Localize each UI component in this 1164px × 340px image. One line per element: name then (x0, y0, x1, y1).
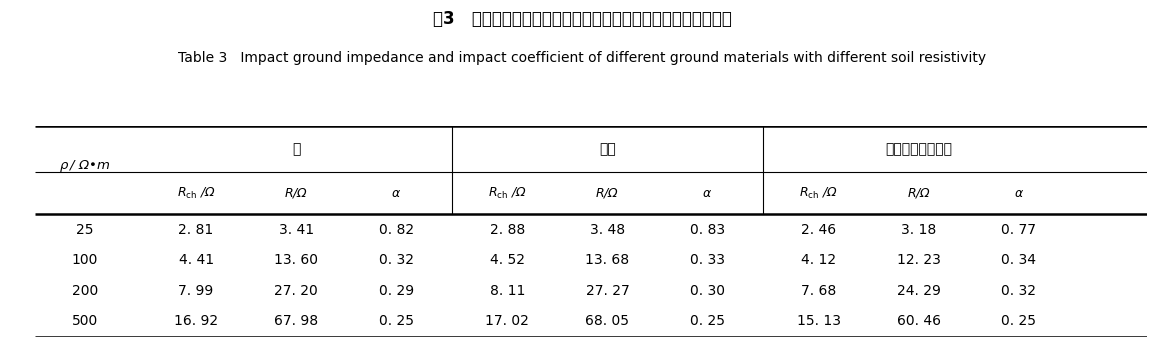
Text: 0. 32: 0. 32 (378, 253, 413, 267)
Text: 表3   不同土壤电阻率下不同接地材料的冲击接地阻抗及冲击系数: 表3 不同土壤电阻率下不同接地材料的冲击接地阻抗及冲击系数 (433, 10, 731, 28)
Text: 27. 27: 27. 27 (585, 284, 630, 298)
Text: 100: 100 (72, 253, 98, 267)
Text: 3. 48: 3. 48 (590, 223, 625, 237)
Text: 0. 83: 0. 83 (690, 223, 725, 237)
Text: 0. 25: 0. 25 (1001, 314, 1036, 328)
Text: $\alpha$: $\alpha$ (1014, 187, 1023, 200)
Text: 16. 92: 16. 92 (175, 314, 218, 328)
Text: 12. 23: 12. 23 (896, 253, 941, 267)
Text: $R$/Ω: $R$/Ω (907, 186, 931, 200)
Text: 8. 11: 8. 11 (490, 284, 525, 298)
Text: 15. 13: 15. 13 (796, 314, 840, 328)
Text: Table 3   Impact ground impedance and impact coefficient of different ground mat: Table 3 Impact ground impedance and impa… (178, 51, 986, 65)
Text: $\alpha$: $\alpha$ (391, 187, 402, 200)
Text: 4. 52: 4. 52 (490, 253, 525, 267)
Text: 13. 68: 13. 68 (585, 253, 630, 267)
Text: 7. 68: 7. 68 (801, 284, 836, 298)
Text: 25: 25 (76, 223, 93, 237)
Text: 67. 98: 67. 98 (274, 314, 318, 328)
Text: 27. 20: 27. 20 (275, 284, 318, 298)
Text: $R_{\rm ch}$ /Ω: $R_{\rm ch}$ /Ω (800, 186, 838, 201)
Text: 2. 88: 2. 88 (490, 223, 525, 237)
Text: 0. 34: 0. 34 (1001, 253, 1036, 267)
Text: 24. 29: 24. 29 (896, 284, 941, 298)
Text: $R$/Ω: $R$/Ω (595, 186, 619, 200)
Text: 4. 41: 4. 41 (178, 253, 214, 267)
Text: 铜: 铜 (292, 142, 300, 156)
Text: 0. 25: 0. 25 (378, 314, 413, 328)
Text: 圆钢: 圆钢 (599, 142, 616, 156)
Text: 0. 32: 0. 32 (1001, 284, 1036, 298)
Text: $R_{\rm ch}$ /Ω: $R_{\rm ch}$ /Ω (488, 186, 527, 201)
Text: 17. 02: 17. 02 (485, 314, 530, 328)
Text: 13. 60: 13. 60 (275, 253, 318, 267)
Text: 4. 12: 4. 12 (801, 253, 836, 267)
Text: 500: 500 (72, 314, 98, 328)
Text: 3. 41: 3. 41 (278, 223, 314, 237)
Text: 石墨复合接地材料: 石墨复合接地材料 (885, 142, 952, 156)
Text: 60. 46: 60. 46 (896, 314, 941, 328)
Text: $R$/Ω: $R$/Ω (284, 186, 308, 200)
Text: 0. 25: 0. 25 (690, 314, 725, 328)
Text: 0. 29: 0. 29 (378, 284, 413, 298)
Text: 0. 77: 0. 77 (1001, 223, 1036, 237)
Text: 2. 81: 2. 81 (178, 223, 214, 237)
Text: $\alpha$: $\alpha$ (702, 187, 712, 200)
Text: 0. 30: 0. 30 (690, 284, 725, 298)
Text: 2. 46: 2. 46 (801, 223, 836, 237)
Text: 0. 33: 0. 33 (690, 253, 725, 267)
Text: 3. 18: 3. 18 (901, 223, 936, 237)
Text: $R_{\rm ch}$ /Ω: $R_{\rm ch}$ /Ω (177, 186, 215, 201)
Text: 7. 99: 7. 99 (178, 284, 214, 298)
Text: 68. 05: 68. 05 (585, 314, 630, 328)
Text: 0. 82: 0. 82 (378, 223, 413, 237)
Text: $\rho\/$/ Ω•m: $\rho\/$/ Ω•m (59, 158, 111, 174)
Text: 200: 200 (72, 284, 98, 298)
